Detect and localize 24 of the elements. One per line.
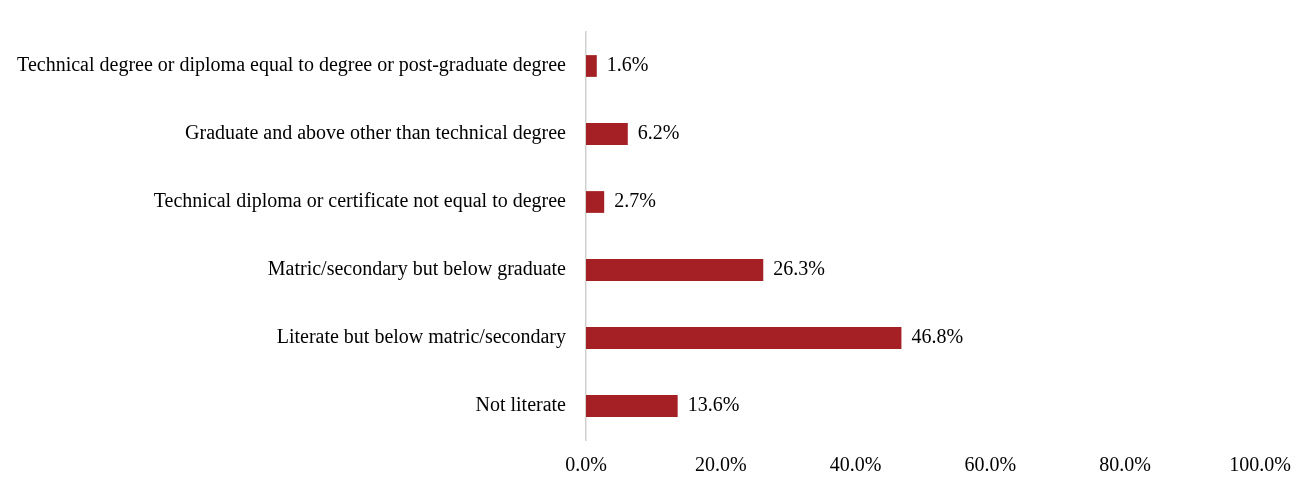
data-label: 13.6% [687,393,740,416]
y-tick-label: Not literate [475,393,567,416]
data-label: 1.6% [606,53,649,76]
x-tick-label: 40.0% [829,453,882,476]
y-tick-label: Technical degree or diploma equal to degree or post-graduate degree [17,53,567,77]
bar [586,55,597,77]
data-label: 2.7% [614,189,656,212]
x-tick-label: 0.0% [565,453,607,476]
y-tick-label: Matric/secondary but below graduate [267,257,567,281]
x-tick-label: 100.0% [1229,453,1291,476]
y-tick-label: Literate but below matric/secondary [276,325,566,349]
bar [586,259,764,281]
bar [586,123,628,145]
y-tick-label: Graduate and above other than technical degree [185,121,567,145]
x-tick-label: 60.0% [964,453,1017,476]
y-tick-label: Technical diploma or certificate not equal to degree [153,189,567,213]
x-tick-label: 20.0% [694,453,747,476]
x-tick-label: 80.0% [1099,453,1152,476]
bar [586,191,605,213]
data-label: 46.8% [911,325,964,348]
bar [586,327,902,349]
bar [586,395,678,417]
data-label: 26.3% [773,257,825,280]
data-label: 6.2% [637,121,680,144]
